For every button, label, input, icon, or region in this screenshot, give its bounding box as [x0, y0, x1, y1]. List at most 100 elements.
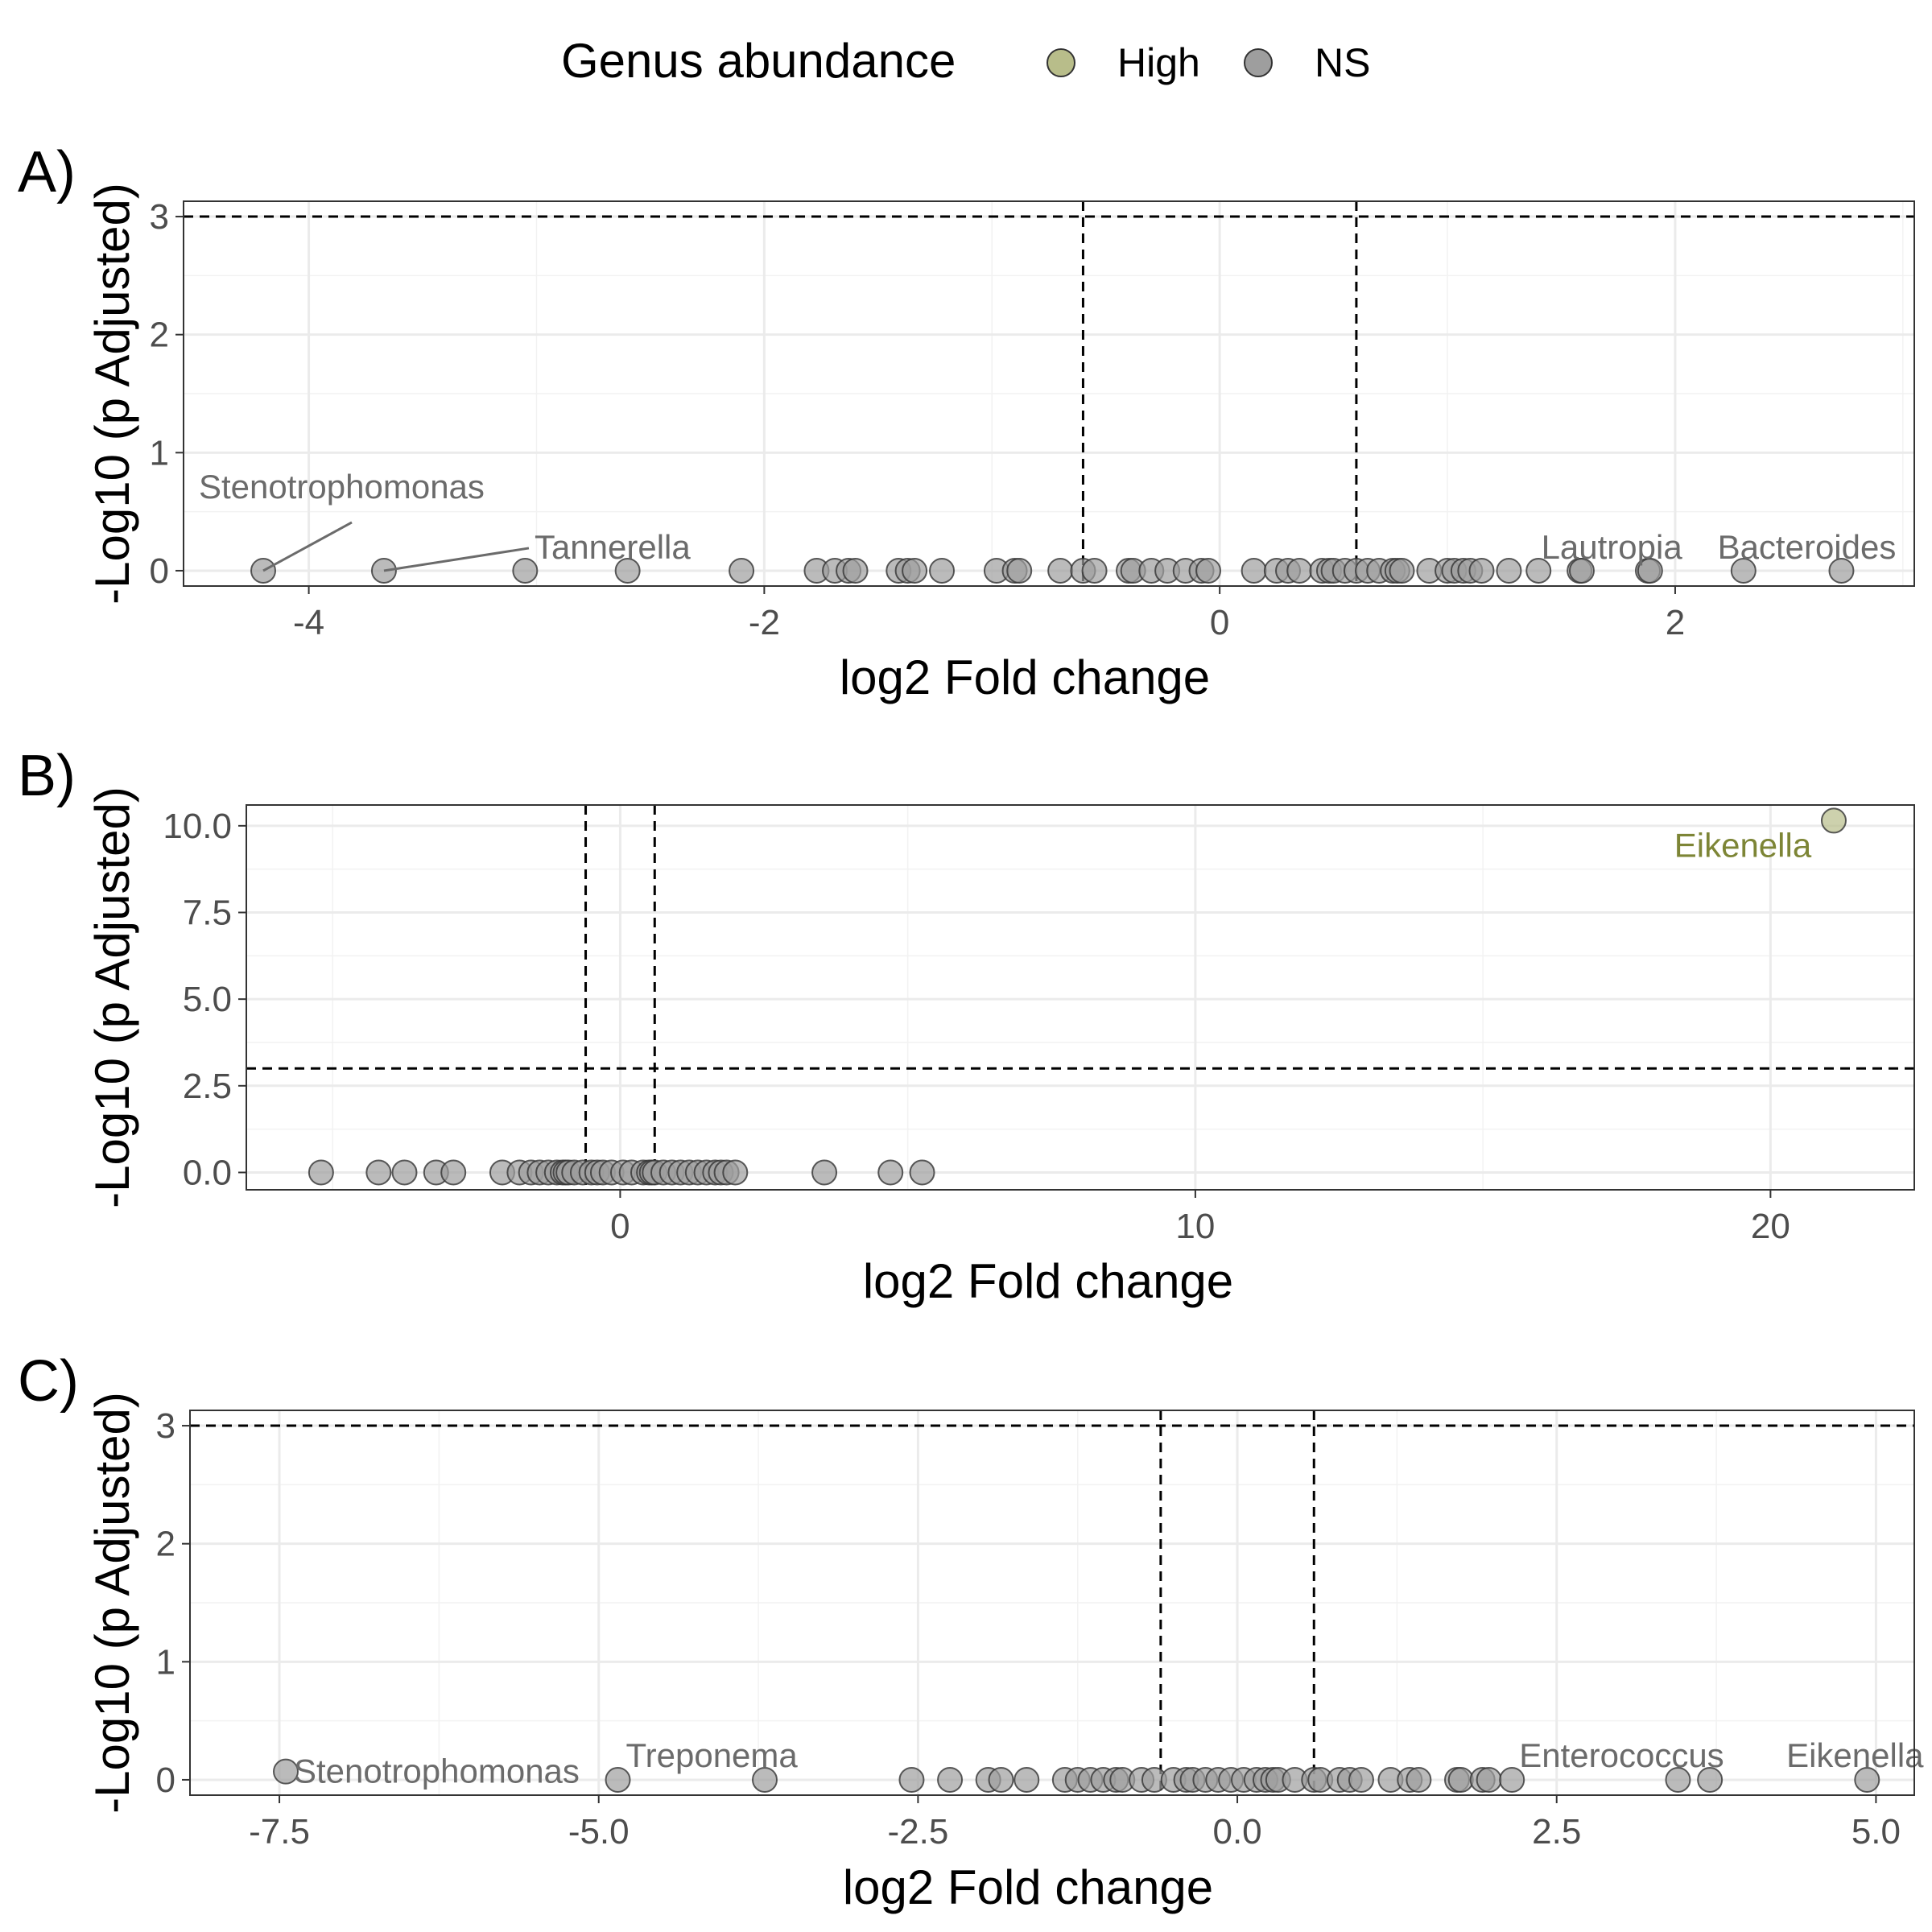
y-tick-label: 10.0	[163, 807, 232, 846]
x-tick-label: 5.0	[1852, 1812, 1901, 1852]
data-point	[273, 1758, 299, 1785]
panel-b: Eikenella 0 10 20 0.0 2.5 5.0 7.5 10.0 log2 Fold …	[18, 744, 1915, 1308]
legend: Genus abundance High NS	[561, 34, 1370, 88]
y-tick-label: 5.0	[183, 980, 232, 1019]
y-tick-label: 3	[150, 197, 169, 237]
data-point	[722, 1159, 749, 1186]
data-point	[1468, 557, 1495, 584]
data-point	[752, 1766, 778, 1793]
panel-c: Stenotrophomonas Treponema Enterococcus Eik…	[18, 1349, 1924, 1914]
label-leader-line	[383, 547, 530, 572]
data-point	[1820, 807, 1847, 834]
y-axis-title: -Log10 (p Adjusted)	[85, 1392, 139, 1814]
point-label: Stenotrophomonas	[199, 468, 485, 506]
data-point	[1286, 557, 1313, 584]
data-point	[1241, 557, 1267, 584]
x-tick-label: -2	[749, 603, 780, 642]
panel-border	[189, 1410, 1915, 1796]
data-point	[729, 557, 755, 584]
point-label: Treponema	[626, 1736, 799, 1774]
point-label: Eikenella	[1786, 1736, 1924, 1774]
data-point	[1476, 1766, 1502, 1793]
x-axis-title: log2 Fold change	[843, 1860, 1213, 1914]
x-tick-label: -2.5	[887, 1812, 948, 1852]
panel-tag: B)	[18, 744, 76, 808]
data-point	[1665, 1766, 1691, 1793]
data-point	[1697, 1766, 1724, 1793]
x-tick-label: 0	[1210, 603, 1229, 642]
x-tick-label: 20	[1751, 1207, 1790, 1246]
data-point	[898, 1766, 925, 1793]
data-point	[1496, 557, 1522, 584]
x-axis-title: log2 Fold change	[863, 1254, 1233, 1308]
legend-ns-key	[1244, 48, 1273, 77]
y-tick-label: 0	[150, 551, 169, 591]
data-point	[512, 557, 539, 584]
y-tick-label: 3	[156, 1406, 175, 1446]
y-tick-label: 1	[150, 433, 169, 473]
data-point	[1637, 557, 1663, 584]
data-point	[1006, 557, 1033, 584]
data-point	[902, 557, 928, 584]
data-point	[308, 1159, 334, 1186]
data-point	[391, 1159, 418, 1186]
panel-tag: A)	[18, 140, 76, 204]
data-point	[1195, 557, 1222, 584]
data-point	[605, 1766, 631, 1793]
data-point	[937, 1766, 964, 1793]
data-point	[1730, 557, 1757, 584]
x-tick-label: -5.0	[568, 1812, 630, 1852]
y-tick-label: 2	[156, 1525, 175, 1564]
legend-high-label: High	[1117, 40, 1200, 85]
data-point	[1499, 1766, 1525, 1793]
point-label: Enterococcus	[1519, 1736, 1724, 1774]
data-point	[1854, 1766, 1880, 1793]
y-tick-label: 1	[156, 1642, 175, 1682]
y-axis-title: -Log10 (p Adjusted)	[85, 183, 139, 605]
x-tick-label: 0.0	[1212, 1812, 1261, 1852]
data-point	[1406, 1766, 1432, 1793]
data-point	[842, 557, 869, 584]
point-label: Eikenella	[1674, 826, 1812, 864]
data-point	[1828, 557, 1855, 584]
y-tick-label: 0.0	[183, 1153, 232, 1192]
legend-high-key	[1046, 48, 1075, 77]
data-point	[1047, 557, 1074, 584]
x-tick-label: 2.5	[1532, 1812, 1581, 1852]
label-leader-line	[262, 521, 353, 572]
panel-border	[183, 200, 1915, 587]
y-tick-label: 0	[156, 1761, 175, 1800]
legend-ns-label: NS	[1315, 40, 1370, 85]
data-point	[365, 1159, 392, 1186]
data-point	[909, 1159, 935, 1186]
data-point	[811, 1159, 838, 1186]
panels: Stenotrophomonas Tannerella Lautropia Bacte…	[18, 140, 1924, 1914]
x-axis-title: log2 Fold change	[840, 650, 1210, 704]
x-tick-label: -7.5	[249, 1812, 310, 1852]
panel-border	[246, 804, 1915, 1191]
x-tick-label: 2	[1666, 603, 1685, 642]
data-point	[988, 1766, 1014, 1793]
x-tick-label: 10	[1175, 1207, 1215, 1246]
data-point	[1081, 557, 1108, 584]
data-point	[1447, 1766, 1474, 1793]
point-label: Bacteroides	[1718, 528, 1897, 566]
legend-title: Genus abundance	[561, 34, 956, 88]
panel-a: Stenotrophomonas Tannerella Lautropia Bacte…	[18, 140, 1915, 704]
data-point	[1348, 1766, 1374, 1793]
y-tick-label: 7.5	[183, 893, 232, 932]
data-point	[929, 557, 956, 584]
panel-tag: C)	[18, 1349, 79, 1414]
plot-area	[246, 805, 1914, 1190]
point-label: Tannerella	[535, 528, 691, 566]
data-point	[877, 1159, 904, 1186]
data-point	[614, 557, 641, 584]
y-tick-label: 2.5	[183, 1067, 232, 1106]
point-label: Stenotrophomonas	[294, 1752, 580, 1790]
x-tick-label: 0	[610, 1207, 630, 1246]
data-point	[1525, 557, 1552, 584]
data-point	[1389, 557, 1415, 584]
y-axis-title: -Log10 (p Adjusted)	[85, 786, 139, 1208]
